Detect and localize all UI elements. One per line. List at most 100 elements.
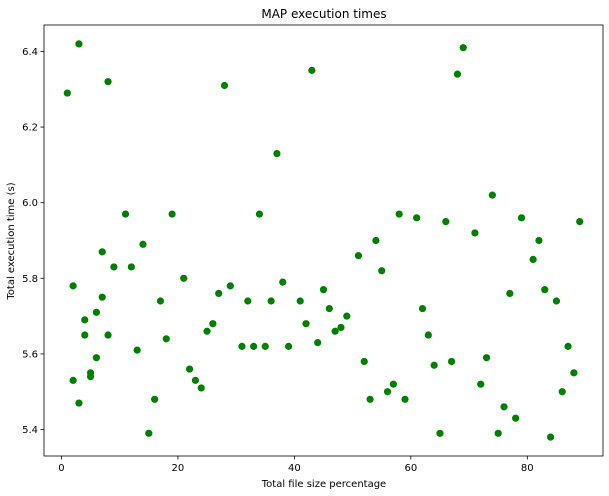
y-tick-label: 5.6 xyxy=(22,349,38,360)
data-point xyxy=(226,282,234,290)
data-point xyxy=(279,278,287,286)
y-axis-label: Total execution time (s) xyxy=(6,182,17,300)
data-point xyxy=(81,316,89,324)
data-point xyxy=(302,320,310,328)
data-point xyxy=(215,289,223,298)
y-tick-label: 5.4 xyxy=(22,425,38,436)
data-point xyxy=(296,297,304,305)
data-point xyxy=(319,286,328,294)
data-point xyxy=(308,66,316,74)
data-point xyxy=(145,429,153,437)
data-point xyxy=(378,267,386,275)
x-tick-label: 0 xyxy=(58,463,64,474)
data-point xyxy=(442,218,450,226)
data-point xyxy=(92,354,101,362)
data-point xyxy=(500,403,508,411)
data-point xyxy=(401,395,409,403)
y-axis: 5.4 5.6 5.8 6.0 6.2 6.4 xyxy=(22,47,44,436)
data-point xyxy=(436,429,444,437)
data-point xyxy=(325,304,333,313)
data-point xyxy=(92,308,101,316)
data-point xyxy=(517,214,526,222)
data-point xyxy=(104,331,112,339)
data-point xyxy=(133,346,141,354)
data-point xyxy=(552,297,561,305)
data-point xyxy=(448,357,456,366)
data-point xyxy=(185,365,194,373)
y-tick-label: 5.8 xyxy=(22,274,38,285)
data-point xyxy=(576,218,584,226)
data-point xyxy=(360,357,368,366)
data-point xyxy=(395,210,403,218)
data-point xyxy=(488,191,496,199)
data-point xyxy=(250,342,258,350)
data-point xyxy=(168,210,176,218)
data-point xyxy=(564,342,572,350)
data-point xyxy=(261,342,269,350)
data-point xyxy=(139,240,147,248)
data-point xyxy=(220,81,229,90)
data-point xyxy=(558,388,566,396)
data-point xyxy=(244,297,252,305)
data-point xyxy=(413,214,421,222)
data-point xyxy=(482,354,491,362)
data-point xyxy=(121,210,130,218)
plot-area xyxy=(63,40,584,441)
data-point xyxy=(197,384,205,392)
y-tick-label: 6.0 xyxy=(22,198,38,209)
data-point xyxy=(110,263,118,271)
data-point xyxy=(151,395,159,403)
data-point xyxy=(127,263,135,271)
data-point xyxy=(529,255,537,263)
data-point xyxy=(430,361,438,369)
x-tick-label: 40 xyxy=(288,463,301,474)
data-point xyxy=(477,380,485,388)
data-point xyxy=(471,229,479,237)
data-point xyxy=(63,89,71,97)
data-point xyxy=(267,297,275,305)
data-point xyxy=(366,395,374,403)
data-point xyxy=(494,429,502,437)
data-point xyxy=(86,369,95,377)
data-point xyxy=(343,312,351,320)
data-point xyxy=(191,376,199,384)
data-point xyxy=(81,331,89,339)
data-point xyxy=(238,342,246,350)
data-point xyxy=(98,293,106,301)
x-tick-label: 80 xyxy=(521,463,534,474)
data-point xyxy=(506,289,514,298)
data-point xyxy=(546,433,555,441)
data-point xyxy=(98,248,106,256)
data-point xyxy=(331,327,339,335)
x-axis: 0 20 40 60 80 xyxy=(58,456,534,474)
data-point xyxy=(389,380,397,388)
chart-title: MAP execution times xyxy=(261,7,386,21)
x-axis-label: Total file size percentage xyxy=(261,479,386,490)
data-point xyxy=(69,376,77,384)
data-point xyxy=(209,320,217,328)
y-tick-label: 6.2 xyxy=(22,123,38,134)
data-point xyxy=(535,236,543,245)
data-point xyxy=(75,40,83,48)
y-tick-label: 6.4 xyxy=(22,47,38,58)
data-point xyxy=(512,414,520,422)
data-point xyxy=(69,282,77,290)
data-point xyxy=(424,331,432,339)
data-point xyxy=(180,274,188,282)
data-point xyxy=(570,369,578,377)
data-point xyxy=(156,297,165,305)
data-point xyxy=(273,149,281,158)
data-point xyxy=(203,327,211,335)
data-point xyxy=(354,252,363,260)
data-point xyxy=(162,335,170,343)
data-point xyxy=(314,338,322,347)
data-point xyxy=(383,388,392,396)
data-point xyxy=(337,323,345,332)
data-point xyxy=(104,78,112,86)
x-tick-label: 20 xyxy=(172,463,185,474)
data-point xyxy=(453,70,462,78)
data-point xyxy=(459,44,467,52)
data-point xyxy=(255,210,264,218)
